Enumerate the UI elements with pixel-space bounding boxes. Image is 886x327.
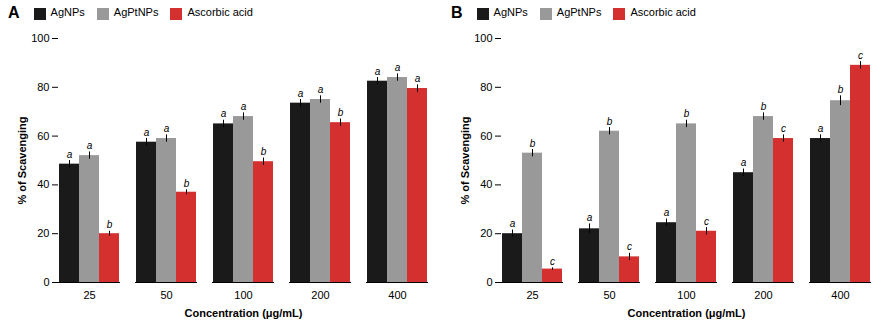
html-text:AgNPs: AgNPs — [493, 6, 528, 19]
svg-text:% of Scavenging: % of Scavenging — [16, 116, 28, 204]
svg-text:a: a — [87, 140, 93, 151]
svg-text:40: 40 — [37, 178, 49, 190]
svg-text:80: 80 — [480, 81, 492, 93]
svg-text:c: c — [550, 256, 555, 267]
svg-text:a: a — [415, 73, 421, 84]
svg-text:Concentration (μg/mL): Concentration (μg/mL) — [185, 307, 303, 319]
svg-text:b: b — [261, 146, 267, 157]
svg-text:20: 20 — [37, 227, 49, 239]
html-text:A: A — [8, 4, 20, 21]
svg-text:25: 25 — [83, 289, 95, 301]
svg-text:a: a — [818, 123, 824, 134]
svg-text:b: b — [338, 107, 344, 118]
svg-text:c: c — [858, 50, 863, 61]
svg-text:a: a — [375, 66, 381, 77]
svg-text:c: c — [781, 123, 786, 134]
svg-text:60: 60 — [480, 130, 492, 142]
svg-text:200: 200 — [311, 289, 329, 301]
svg-text:b: b — [607, 116, 613, 127]
svg-text:b: b — [107, 219, 113, 230]
svg-text:a: a — [221, 108, 227, 119]
html-text:AgPtNPs: AgPtNPs — [113, 6, 159, 19]
svg-text:200: 200 — [754, 289, 772, 301]
svg-text:0: 0 — [43, 276, 49, 288]
svg-text:c: c — [704, 216, 709, 227]
svg-text:100: 100 — [474, 32, 492, 44]
svg-text:a: a — [318, 84, 324, 95]
svg-text:80: 80 — [37, 81, 49, 93]
svg-text:a: a — [510, 218, 516, 229]
svg-text:b: b — [761, 101, 767, 112]
svg-text:% of Scavenging: % of Scavenging — [459, 116, 471, 204]
svg-text:a: a — [144, 127, 150, 138]
svg-text:0: 0 — [486, 276, 492, 288]
svg-text:400: 400 — [831, 289, 849, 301]
svg-text:a: a — [298, 88, 304, 99]
html-text:Ascorbic acid: Ascorbic acid — [187, 6, 253, 19]
svg-text:Concentration (μg/mL): Concentration (μg/mL) — [628, 307, 746, 319]
svg-text:a: a — [241, 101, 247, 112]
html-text:AgPtNPs: AgPtNPs — [556, 6, 602, 19]
svg-text:100: 100 — [31, 32, 49, 44]
html-text:B: B — [451, 4, 463, 21]
svg-text:b: b — [530, 138, 536, 149]
svg-text:a: a — [664, 207, 670, 218]
svg-text:20: 20 — [480, 227, 492, 239]
svg-text:b: b — [184, 178, 190, 189]
svg-text:100: 100 — [677, 289, 695, 301]
svg-text:50: 50 — [603, 289, 615, 301]
svg-text:40: 40 — [480, 178, 492, 190]
svg-text:400: 400 — [388, 289, 406, 301]
svg-text:50: 50 — [160, 289, 172, 301]
svg-text:c: c — [627, 241, 632, 252]
svg-text:b: b — [838, 84, 844, 95]
svg-text:b: b — [684, 108, 690, 119]
svg-text:a: a — [587, 212, 593, 223]
html-text:AgNPs: AgNPs — [50, 6, 85, 19]
svg-text:a: a — [67, 149, 73, 160]
svg-text:100: 100 — [234, 289, 252, 301]
html-text:Ascorbic acid: Ascorbic acid — [630, 6, 696, 19]
svg-text:a: a — [741, 157, 747, 168]
svg-text:25: 25 — [526, 289, 538, 301]
svg-text:a: a — [164, 123, 170, 134]
svg-text:a: a — [395, 62, 401, 73]
svg-text:60: 60 — [37, 130, 49, 142]
